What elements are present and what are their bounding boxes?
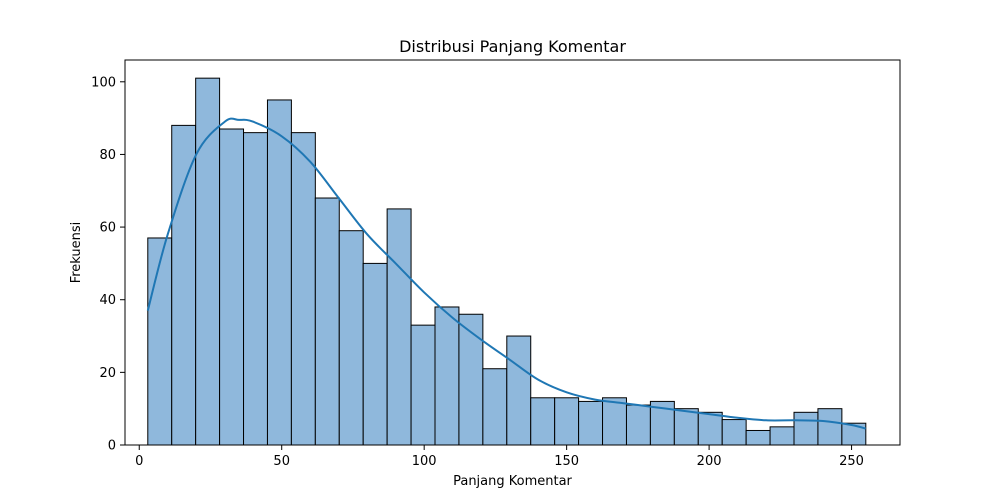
histogram-bars xyxy=(147,77,867,446)
histogram-bar xyxy=(482,368,508,446)
kde-curve xyxy=(146,117,867,430)
histogram-bar xyxy=(195,77,221,446)
x-tick-label: 250 xyxy=(839,454,864,469)
histogram-bar xyxy=(266,99,292,446)
x-tick-label: 100 xyxy=(412,454,437,469)
x-axis-ticks: 0 50 100 150 200 250 xyxy=(135,445,864,469)
x-tick-label: 0 xyxy=(135,454,143,469)
histogram-bar xyxy=(721,419,747,446)
histogram-bar xyxy=(338,230,364,446)
histogram-bar xyxy=(602,397,627,446)
x-tick-label: 150 xyxy=(554,454,579,469)
y-axis-label: Frekuensi xyxy=(69,222,84,284)
x-tick-label: 50 xyxy=(273,454,290,469)
histogram-bar xyxy=(290,132,316,446)
x-tick-label: 200 xyxy=(697,454,722,469)
histogram-bar xyxy=(314,197,340,446)
histogram-bar xyxy=(243,132,268,446)
y-tick-label: 0 xyxy=(108,439,116,454)
histogram-bar xyxy=(147,237,173,446)
histogram-bar xyxy=(530,397,556,446)
y-tick-label: 80 xyxy=(99,148,116,163)
y-tick-label: 40 xyxy=(99,293,116,308)
histogram-bar xyxy=(625,404,651,446)
histogram-bar xyxy=(578,400,604,446)
histogram-bar xyxy=(554,397,580,446)
chart-title: Distribusi Panjang Komentar xyxy=(399,37,626,56)
histogram-bar xyxy=(793,411,819,446)
y-axis-ticks: 0 20 40 60 80 100 xyxy=(91,75,125,454)
histogram-bar xyxy=(458,313,484,446)
y-tick-label: 100 xyxy=(91,75,116,90)
histogram-bar xyxy=(410,324,436,446)
histogram-bar xyxy=(219,128,245,446)
x-axis-label: Panjang Komentar xyxy=(453,474,572,489)
y-tick-label: 20 xyxy=(99,366,116,381)
histogram-bar xyxy=(362,262,388,446)
histogram-bar xyxy=(171,124,197,446)
plot-frame xyxy=(124,59,901,446)
histogram-bar xyxy=(434,306,460,446)
histogram-bar xyxy=(817,408,843,446)
histogram-bar xyxy=(697,411,723,446)
y-tick-label: 60 xyxy=(99,221,116,236)
histogram-bar xyxy=(506,335,532,446)
histogram-bar xyxy=(769,426,795,446)
histogram-bar xyxy=(673,408,699,446)
histogram-bar xyxy=(386,208,412,446)
histogram-bar xyxy=(745,429,771,446)
